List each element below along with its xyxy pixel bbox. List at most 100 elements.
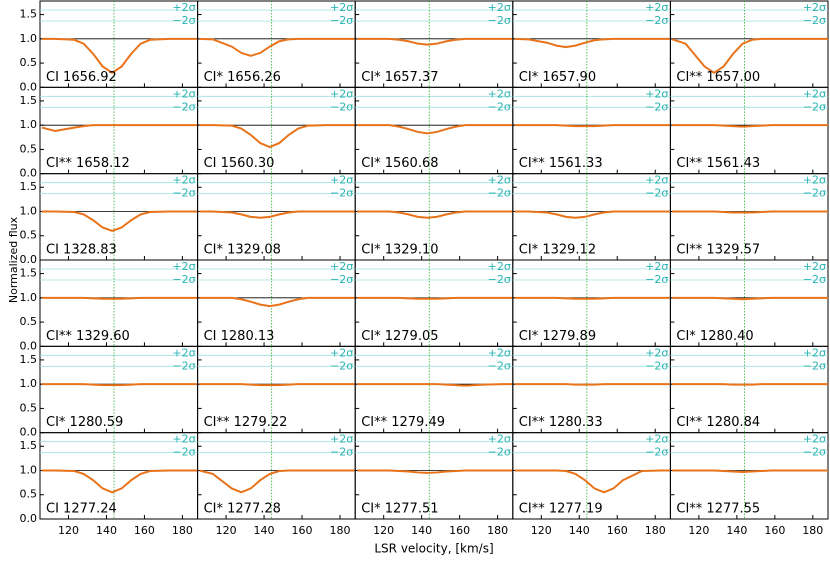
sigma-label: +2σ [803, 346, 826, 359]
sigma-label: +2σ [645, 87, 668, 100]
sigma-label: −2σ [645, 273, 668, 286]
sigma-label: −2σ [172, 359, 195, 372]
model-line [199, 469, 356, 494]
model-line [199, 37, 356, 57]
y-tick-label: 1.0 [20, 32, 38, 45]
panel-label: CI** 1561.43 [676, 156, 760, 171]
sigma-label: −2σ [803, 446, 826, 459]
y-tick-label: 1.5 [20, 353, 38, 366]
sigma-label: +2σ [330, 433, 353, 446]
x-tick-label: 160 [764, 524, 785, 537]
model-line [41, 383, 198, 387]
panel-label: CI* 1279.05 [361, 329, 438, 344]
model-line [357, 469, 513, 474]
x-tick-label: 140 [254, 524, 275, 537]
panel-label: CI* 1329.10 [361, 243, 438, 258]
sigma-label: −2σ [803, 273, 826, 286]
sigma-label: +2σ [488, 260, 511, 273]
model-line [41, 469, 198, 494]
sigma-label: −2σ [330, 359, 353, 372]
x-axis-label: LSR velocity, [km/s] [374, 542, 493, 556]
sigma-label: −2σ [803, 14, 826, 27]
model-line [672, 296, 828, 301]
sigma-label: +2σ [488, 174, 511, 187]
panel-label: CI* 1329.12 [519, 243, 596, 258]
sigma-label: −2σ [645, 14, 668, 27]
y-tick-label: 1.5 [20, 267, 38, 280]
y-tick-label: 0.0 [20, 167, 38, 180]
panel-label: CI** 1329.57 [676, 243, 760, 258]
panel-label: CI** 1657.00 [676, 70, 760, 85]
y-tick-label: 0.0 [20, 339, 38, 352]
sigma-label: +2σ [330, 174, 353, 187]
y-tick-label: 1.5 [20, 94, 38, 107]
x-tick-label: 120 [531, 524, 552, 537]
sigma-label: −2σ [803, 100, 826, 113]
x-tick-label: 140 [96, 524, 117, 537]
model-line [671, 37, 828, 74]
sigma-label: −2σ [803, 359, 826, 372]
x-tick-label: 160 [134, 524, 155, 537]
x-tick-label: 180 [802, 524, 823, 537]
sigma-label: +2σ [330, 87, 353, 100]
model-line [672, 210, 828, 214]
model-line [672, 124, 828, 128]
y-tick-label: 0.5 [20, 488, 38, 501]
model-line [357, 210, 513, 219]
x-tick-label: 140 [569, 524, 590, 537]
panel-label: CI* 1280.59 [46, 415, 123, 430]
sigma-label: −2σ [488, 100, 511, 113]
sigma-label: −2σ [172, 187, 195, 200]
model-line [199, 383, 356, 387]
sigma-label: +2σ [645, 174, 668, 187]
model-line [357, 37, 513, 46]
sigma-label: −2σ [330, 446, 353, 459]
panel-label: CI* 1560.68 [361, 156, 438, 171]
sigma-label: +2σ [645, 260, 668, 273]
y-tick-label: 1.5 [20, 439, 38, 452]
panel-frame [669, 432, 829, 520]
y-tick-label: 0.5 [20, 401, 38, 414]
sigma-label: −2σ [488, 359, 511, 372]
sigma-label: −2σ [172, 273, 195, 286]
sigma-label: −2σ [488, 14, 511, 27]
y-tick-label: 1.0 [20, 463, 38, 476]
x-tick-label: 120 [216, 524, 237, 537]
y-tick-label: 1.0 [20, 204, 38, 217]
panel-label: CI* 1657.37 [361, 70, 438, 85]
panel-label: CI* 1279.89 [519, 329, 596, 344]
x-tick-label: 180 [487, 524, 508, 537]
y-tick-label: 0.0 [20, 80, 38, 93]
panel-label: CI* 1329.08 [204, 243, 281, 258]
sigma-label: −2σ [330, 14, 353, 27]
sigma-label: −2σ [488, 273, 511, 286]
panel-label: CI** 1279.49 [361, 415, 445, 430]
sigma-label: +2σ [488, 346, 511, 359]
sigma-label: −2σ [645, 359, 668, 372]
model-line [514, 469, 671, 494]
sigma-label: +2σ [645, 1, 668, 14]
panel-label: CI** 1279.22 [204, 415, 288, 430]
panel-label: CI* 1280.40 [676, 329, 753, 344]
y-tick-label: 1.0 [20, 118, 38, 131]
panel-label: CI* 1277.51 [361, 502, 438, 517]
x-tick-label: 120 [58, 524, 79, 537]
panel-label: CI** 1277.19 [519, 502, 603, 517]
model-line [41, 37, 198, 74]
y-tick-label: 1.5 [20, 180, 38, 193]
panel-label: CI 1280.13 [204, 329, 275, 344]
model-line [357, 296, 513, 300]
sigma-label: +2σ [330, 346, 353, 359]
y-tick-label: 0.5 [20, 56, 38, 69]
x-tick-label: 180 [172, 524, 193, 537]
sigma-label: +2σ [488, 433, 511, 446]
sigma-label: −2σ [172, 446, 195, 459]
y-tick-label: 1.5 [20, 8, 38, 21]
panel-label: CI* 1656.26 [204, 70, 281, 85]
panel-label: CI** 1561.33 [519, 156, 603, 171]
model-line [199, 296, 356, 308]
sigma-label: −2σ [172, 100, 195, 113]
sigma-label: +2σ [172, 87, 195, 100]
x-tick-label: 120 [373, 524, 394, 537]
